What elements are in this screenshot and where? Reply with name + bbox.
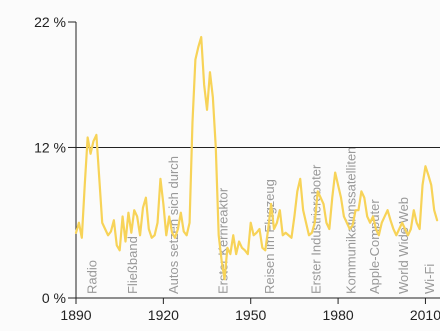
x-axis: 1890 1920 1950 1980 2010 bbox=[60, 297, 440, 323]
annotation-label: World Wide Web bbox=[396, 197, 411, 294]
annotation-label: Fließband bbox=[125, 236, 140, 294]
annotation-label: Radio bbox=[84, 260, 99, 294]
x-tick-label: 1890 bbox=[60, 307, 91, 323]
annotations: Radio Fließband Autos setzen sich durch Ers… bbox=[84, 147, 437, 294]
annotation-label: Apple-Computer bbox=[367, 199, 382, 294]
x-tick-label: 1920 bbox=[148, 307, 179, 323]
x-tick-label: 1950 bbox=[235, 307, 266, 323]
annotation-label: Erster Industrieroboter bbox=[309, 164, 324, 294]
series-line bbox=[74, 35, 439, 281]
y-axis: 0 % 12 % 22 % bbox=[34, 14, 440, 306]
x-tick-label: 1980 bbox=[323, 307, 354, 323]
y-tick-label: 22 % bbox=[34, 14, 66, 30]
annotation-label: Wi-Fi bbox=[422, 264, 437, 294]
y-tick-label: 0 % bbox=[42, 290, 66, 306]
annotation-label: Reisen im Flugzeug bbox=[262, 179, 277, 294]
y-tick-label: 12 % bbox=[34, 139, 66, 155]
x-tick-label: 2010 bbox=[410, 307, 440, 323]
annotation-label: Autos setzen sich durch bbox=[166, 156, 181, 294]
annotation-label: Kommunikationssatelliten bbox=[344, 147, 359, 294]
